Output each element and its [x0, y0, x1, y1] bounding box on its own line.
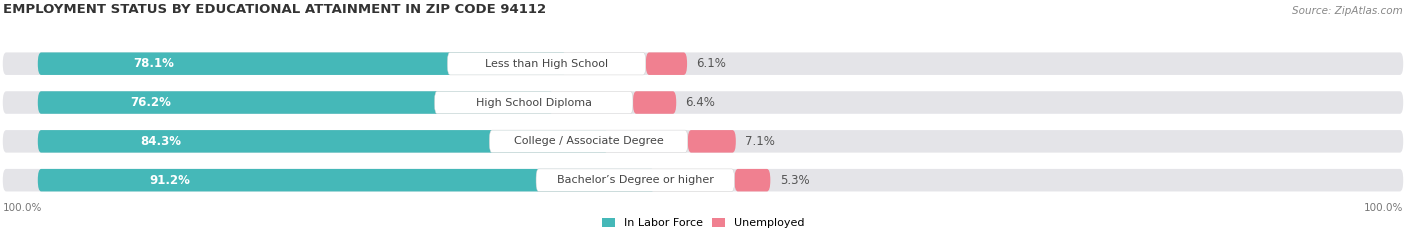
Text: 7.1%: 7.1% — [745, 135, 775, 148]
FancyBboxPatch shape — [38, 130, 609, 153]
Text: 6.4%: 6.4% — [686, 96, 716, 109]
Text: 78.1%: 78.1% — [134, 57, 174, 70]
FancyBboxPatch shape — [3, 169, 1403, 192]
Text: 5.3%: 5.3% — [780, 174, 810, 187]
Text: 100.0%: 100.0% — [3, 203, 42, 213]
Text: College / Associate Degree: College / Associate Degree — [513, 136, 664, 146]
Text: Bachelor’s Degree or higher: Bachelor’s Degree or higher — [557, 175, 714, 185]
FancyBboxPatch shape — [3, 91, 1403, 114]
FancyBboxPatch shape — [645, 52, 688, 75]
FancyBboxPatch shape — [3, 130, 1403, 153]
FancyBboxPatch shape — [38, 169, 655, 192]
FancyBboxPatch shape — [489, 130, 688, 153]
Text: 91.2%: 91.2% — [149, 174, 190, 187]
Legend: In Labor Force, Unemployed: In Labor Force, Unemployed — [598, 214, 808, 233]
FancyBboxPatch shape — [38, 52, 567, 75]
Text: Less than High School: Less than High School — [485, 59, 609, 69]
Text: 76.2%: 76.2% — [131, 96, 172, 109]
FancyBboxPatch shape — [3, 52, 1403, 75]
FancyBboxPatch shape — [434, 91, 633, 114]
FancyBboxPatch shape — [38, 91, 554, 114]
Text: 84.3%: 84.3% — [141, 135, 181, 148]
FancyBboxPatch shape — [447, 52, 645, 75]
FancyBboxPatch shape — [734, 169, 770, 192]
Text: 6.1%: 6.1% — [696, 57, 727, 70]
Text: High School Diploma: High School Diploma — [475, 98, 592, 107]
Text: 100.0%: 100.0% — [1364, 203, 1403, 213]
FancyBboxPatch shape — [633, 91, 676, 114]
FancyBboxPatch shape — [688, 130, 735, 153]
Text: Source: ZipAtlas.com: Source: ZipAtlas.com — [1292, 6, 1403, 16]
Text: EMPLOYMENT STATUS BY EDUCATIONAL ATTAINMENT IN ZIP CODE 94112: EMPLOYMENT STATUS BY EDUCATIONAL ATTAINM… — [3, 3, 546, 16]
FancyBboxPatch shape — [536, 169, 734, 192]
